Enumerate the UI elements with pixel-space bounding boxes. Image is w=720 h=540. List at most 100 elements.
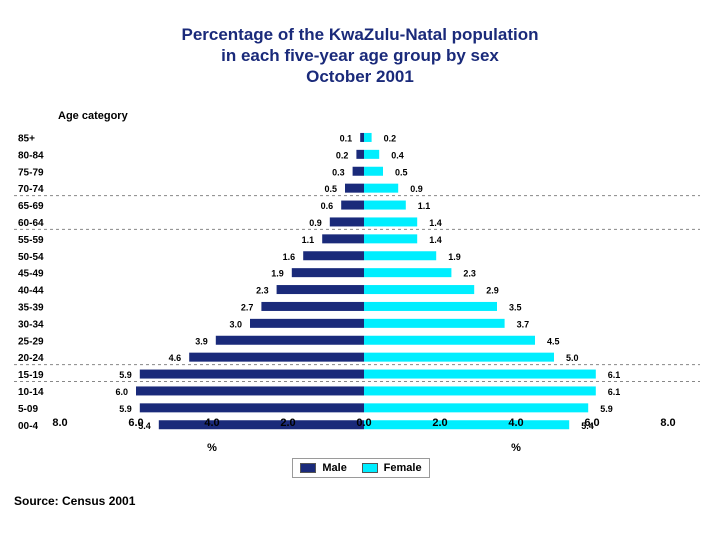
source-note: Source: Census 2001 — [14, 494, 136, 508]
bar-male — [250, 318, 364, 328]
bar-female — [364, 352, 554, 362]
bar-male — [139, 369, 364, 379]
data-label-female: 2.3 — [463, 269, 476, 279]
data-label-male: 2.3 — [256, 286, 269, 296]
category-label: 55-59 — [18, 235, 44, 246]
data-label-male: 1.6 — [283, 252, 296, 262]
bar-male — [352, 166, 364, 176]
data-label-male: 3.9 — [195, 336, 208, 346]
bar-female — [364, 166, 383, 176]
bar-male — [303, 251, 364, 261]
category-label: 70-74 — [18, 184, 44, 195]
bar-female — [364, 285, 475, 295]
x-tick-label: 8.0 — [52, 417, 67, 429]
data-label-female: 6.1 — [608, 387, 621, 397]
legend-item-female: Female — [361, 462, 422, 474]
y-axis-label: Age category — [58, 110, 129, 122]
legend-label-female: Female — [383, 462, 422, 474]
bar-male — [329, 217, 364, 227]
x-tick-label: 2.0 — [280, 417, 295, 429]
bar-male — [345, 183, 364, 193]
bar-male — [291, 268, 364, 278]
data-label-female: 0.2 — [384, 133, 397, 143]
category-label: 30-34 — [18, 319, 44, 330]
category-label: 80-84 — [18, 150, 44, 161]
data-label-male: 6.0 — [115, 387, 128, 397]
legend-swatch-male — [300, 463, 317, 473]
x-tick-label: 2.0 — [432, 417, 447, 429]
bar-female — [364, 335, 535, 345]
data-label-male: 0.5 — [324, 184, 337, 194]
category-label: 5-09 — [18, 404, 38, 415]
bar-male — [276, 285, 364, 295]
chart-title: Percentage of the KwaZulu-Natal populati… — [0, 24, 720, 87]
data-label-male: 0.2 — [336, 150, 349, 160]
data-label-female: 5.4 — [581, 421, 594, 431]
bar-female — [364, 200, 406, 210]
category-label: 45-49 — [18, 269, 44, 280]
bar-female — [364, 149, 380, 159]
category-label: 15-19 — [18, 370, 44, 381]
category-label: 10-14 — [18, 387, 44, 398]
bar-female — [364, 369, 596, 379]
legend: Male Female — [292, 458, 430, 478]
bar-male — [136, 386, 364, 396]
data-label-male: 1.1 — [302, 235, 315, 245]
data-label-male: 0.6 — [321, 201, 334, 211]
data-label-female: 1.1 — [418, 201, 431, 211]
legend-label-male: Male — [322, 462, 347, 474]
bar-male — [261, 301, 364, 311]
bar-female — [364, 268, 452, 278]
category-label: 20-24 — [18, 353, 44, 364]
category-label: 40-44 — [18, 286, 44, 297]
bar-female — [364, 251, 437, 261]
data-label-female: 5.0 — [566, 353, 579, 363]
bar-female — [364, 217, 418, 227]
category-label: 00-4 — [18, 421, 38, 432]
category-label: 35-39 — [18, 302, 44, 313]
data-label-male: 0.1 — [340, 133, 353, 143]
bar-female — [364, 132, 372, 142]
title-line-1: Percentage of the KwaZulu-Natal populati… — [181, 25, 539, 44]
bar-male — [356, 149, 364, 159]
bar-female — [364, 183, 399, 193]
data-label-female: 5.9 — [600, 404, 613, 414]
data-label-male: 0.3 — [332, 167, 345, 177]
category-label: 65-69 — [18, 201, 44, 212]
data-label-female: 0.9 — [410, 184, 423, 194]
bar-female — [364, 386, 596, 396]
legend-item-male: Male — [300, 462, 347, 474]
title-line-2: in each five-year age group by sex — [221, 46, 499, 65]
data-label-male: 4.6 — [169, 353, 182, 363]
legend-swatch-female — [361, 463, 378, 473]
x-axis-label-left: % — [207, 442, 217, 454]
x-tick-label: 4.0 — [204, 417, 219, 429]
data-label-female: 1.4 — [429, 235, 442, 245]
data-label-female: 6.1 — [608, 370, 621, 380]
data-label-female: 3.5 — [509, 302, 522, 312]
x-tick-label: 6.0 — [584, 417, 599, 429]
bar-female — [364, 301, 497, 311]
data-label-female: 3.7 — [517, 319, 530, 329]
bar-male — [139, 403, 364, 413]
title-line-3: October 2001 — [306, 67, 414, 86]
data-label-female: 2.9 — [486, 286, 499, 296]
x-tick-label: 6.0 — [128, 417, 143, 429]
x-tick-label: 4.0 — [508, 417, 523, 429]
data-label-male: 2.7 — [241, 302, 254, 312]
category-label: 60-64 — [18, 218, 44, 229]
data-label-male: 5.4 — [138, 421, 151, 431]
bar-male — [322, 234, 364, 244]
bar-male — [360, 132, 364, 142]
category-label: 25-29 — [18, 336, 44, 347]
bar-female — [364, 403, 589, 413]
x-tick-label: 8.0 — [660, 417, 675, 429]
category-label: 50-54 — [18, 252, 44, 263]
bar-male — [189, 352, 364, 362]
data-label-female: 0.5 — [395, 167, 408, 177]
bar-female — [364, 420, 570, 430]
data-label-male: 0.9 — [309, 218, 322, 228]
data-label-male: 5.9 — [119, 404, 132, 414]
x-axis-label-right: % — [511, 442, 521, 454]
